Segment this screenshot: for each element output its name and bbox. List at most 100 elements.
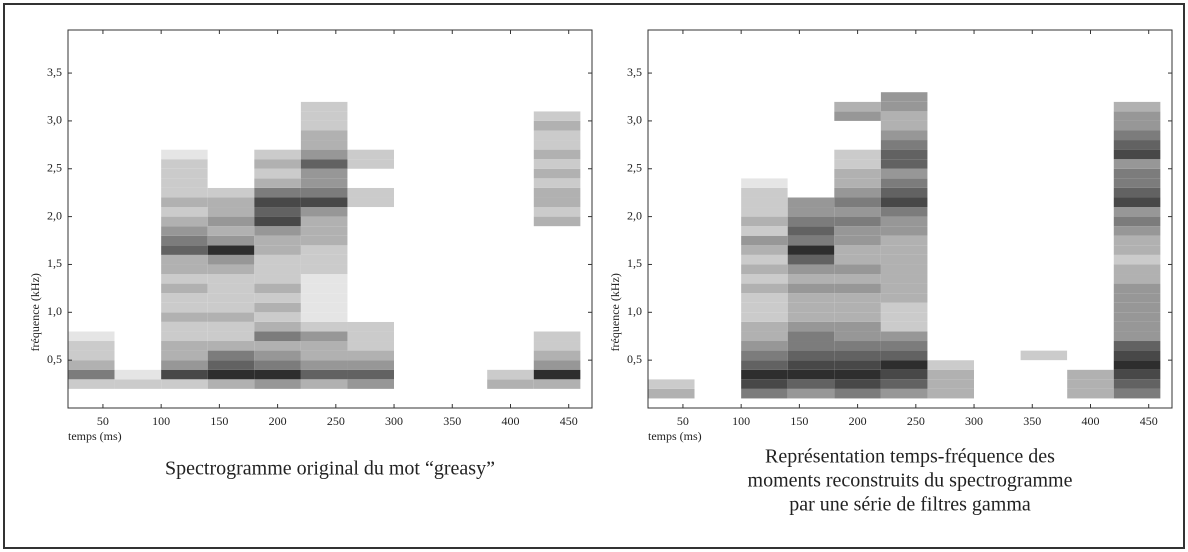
- cell: [300, 187, 348, 198]
- cell: [1020, 302, 1068, 313]
- cell: [487, 101, 534, 112]
- cell: [440, 207, 488, 217]
- cell: [394, 274, 441, 284]
- cell: [648, 379, 695, 389]
- cell: [300, 130, 348, 141]
- cell: [834, 207, 881, 217]
- cell: [347, 331, 395, 342]
- cell: [533, 360, 581, 370]
- cell: [694, 92, 742, 102]
- cell: [1067, 187, 1114, 198]
- cell: [207, 187, 255, 198]
- cell: [694, 360, 742, 370]
- cell: [347, 178, 395, 188]
- cell: [487, 293, 534, 303]
- cell: [1020, 159, 1068, 169]
- x-axis-label: temps (ms): [68, 429, 122, 443]
- cell: [974, 388, 1021, 399]
- cell: [440, 159, 488, 169]
- cell: [880, 302, 928, 313]
- cell: [394, 111, 441, 121]
- caption: Spectrogramme original du mot “greasy”: [165, 458, 495, 480]
- cell: [487, 140, 534, 150]
- cell: [300, 264, 348, 275]
- cell: [533, 369, 581, 380]
- cell: [114, 302, 162, 313]
- cell: [487, 388, 534, 399]
- cell: [114, 235, 162, 246]
- cell: [741, 379, 788, 389]
- cell: [1113, 350, 1161, 361]
- cell: [394, 178, 441, 188]
- cell: [114, 149, 162, 160]
- cell: [533, 388, 581, 399]
- cell: [207, 226, 255, 236]
- cell: [207, 312, 255, 322]
- cell: [648, 235, 695, 246]
- cell: [974, 92, 1021, 102]
- cell: [834, 216, 881, 227]
- y-tick-label: 1,5: [47, 256, 62, 270]
- cell: [834, 226, 881, 236]
- cell: [207, 140, 255, 150]
- cell: [694, 130, 742, 141]
- cell: [834, 283, 881, 294]
- cell: [254, 283, 301, 294]
- cell: [207, 235, 255, 246]
- cell: [207, 101, 255, 112]
- cell: [440, 130, 488, 141]
- cell: [161, 159, 208, 169]
- cell: [1067, 331, 1114, 342]
- cell: [161, 350, 208, 361]
- cell: [207, 379, 255, 389]
- cell: [1113, 207, 1161, 217]
- cell: [741, 226, 788, 236]
- cell: [440, 331, 488, 342]
- cell: [114, 111, 162, 121]
- cell: [787, 216, 835, 227]
- cell: [114, 360, 162, 370]
- cell: [300, 92, 348, 102]
- cell: [834, 388, 881, 399]
- cell: [694, 149, 742, 160]
- cell: [927, 302, 975, 313]
- cell: [834, 274, 881, 284]
- cell: [254, 245, 301, 255]
- cell: [161, 379, 208, 389]
- cell: [487, 207, 534, 217]
- cell: [1113, 245, 1161, 255]
- cell: [648, 369, 695, 380]
- cell: [254, 302, 301, 313]
- cell: [741, 159, 788, 169]
- cell: [440, 341, 488, 351]
- cell: [533, 350, 581, 361]
- cell: [487, 341, 534, 351]
- cell: [254, 168, 301, 179]
- cell: [1113, 369, 1161, 380]
- y-tick-label: 2,0: [47, 208, 62, 222]
- cell: [207, 149, 255, 160]
- cell: [347, 111, 395, 121]
- cell: [114, 254, 162, 265]
- cell: [880, 264, 928, 275]
- cell: [880, 149, 928, 160]
- cell: [1113, 149, 1161, 160]
- cell: [207, 341, 255, 351]
- cell: [254, 101, 301, 112]
- cell: [927, 350, 975, 361]
- cell: [1020, 216, 1068, 227]
- cell: [533, 226, 581, 236]
- cell: [68, 159, 115, 169]
- cell: [974, 350, 1021, 361]
- cell: [1113, 341, 1161, 351]
- cell: [1020, 331, 1068, 342]
- cell: [694, 264, 742, 275]
- cell: [440, 321, 488, 332]
- cell: [300, 350, 348, 361]
- cell: [161, 111, 208, 121]
- cell: [1113, 235, 1161, 246]
- cell: [1020, 101, 1068, 112]
- cell: [927, 120, 975, 131]
- cell: [1067, 274, 1114, 284]
